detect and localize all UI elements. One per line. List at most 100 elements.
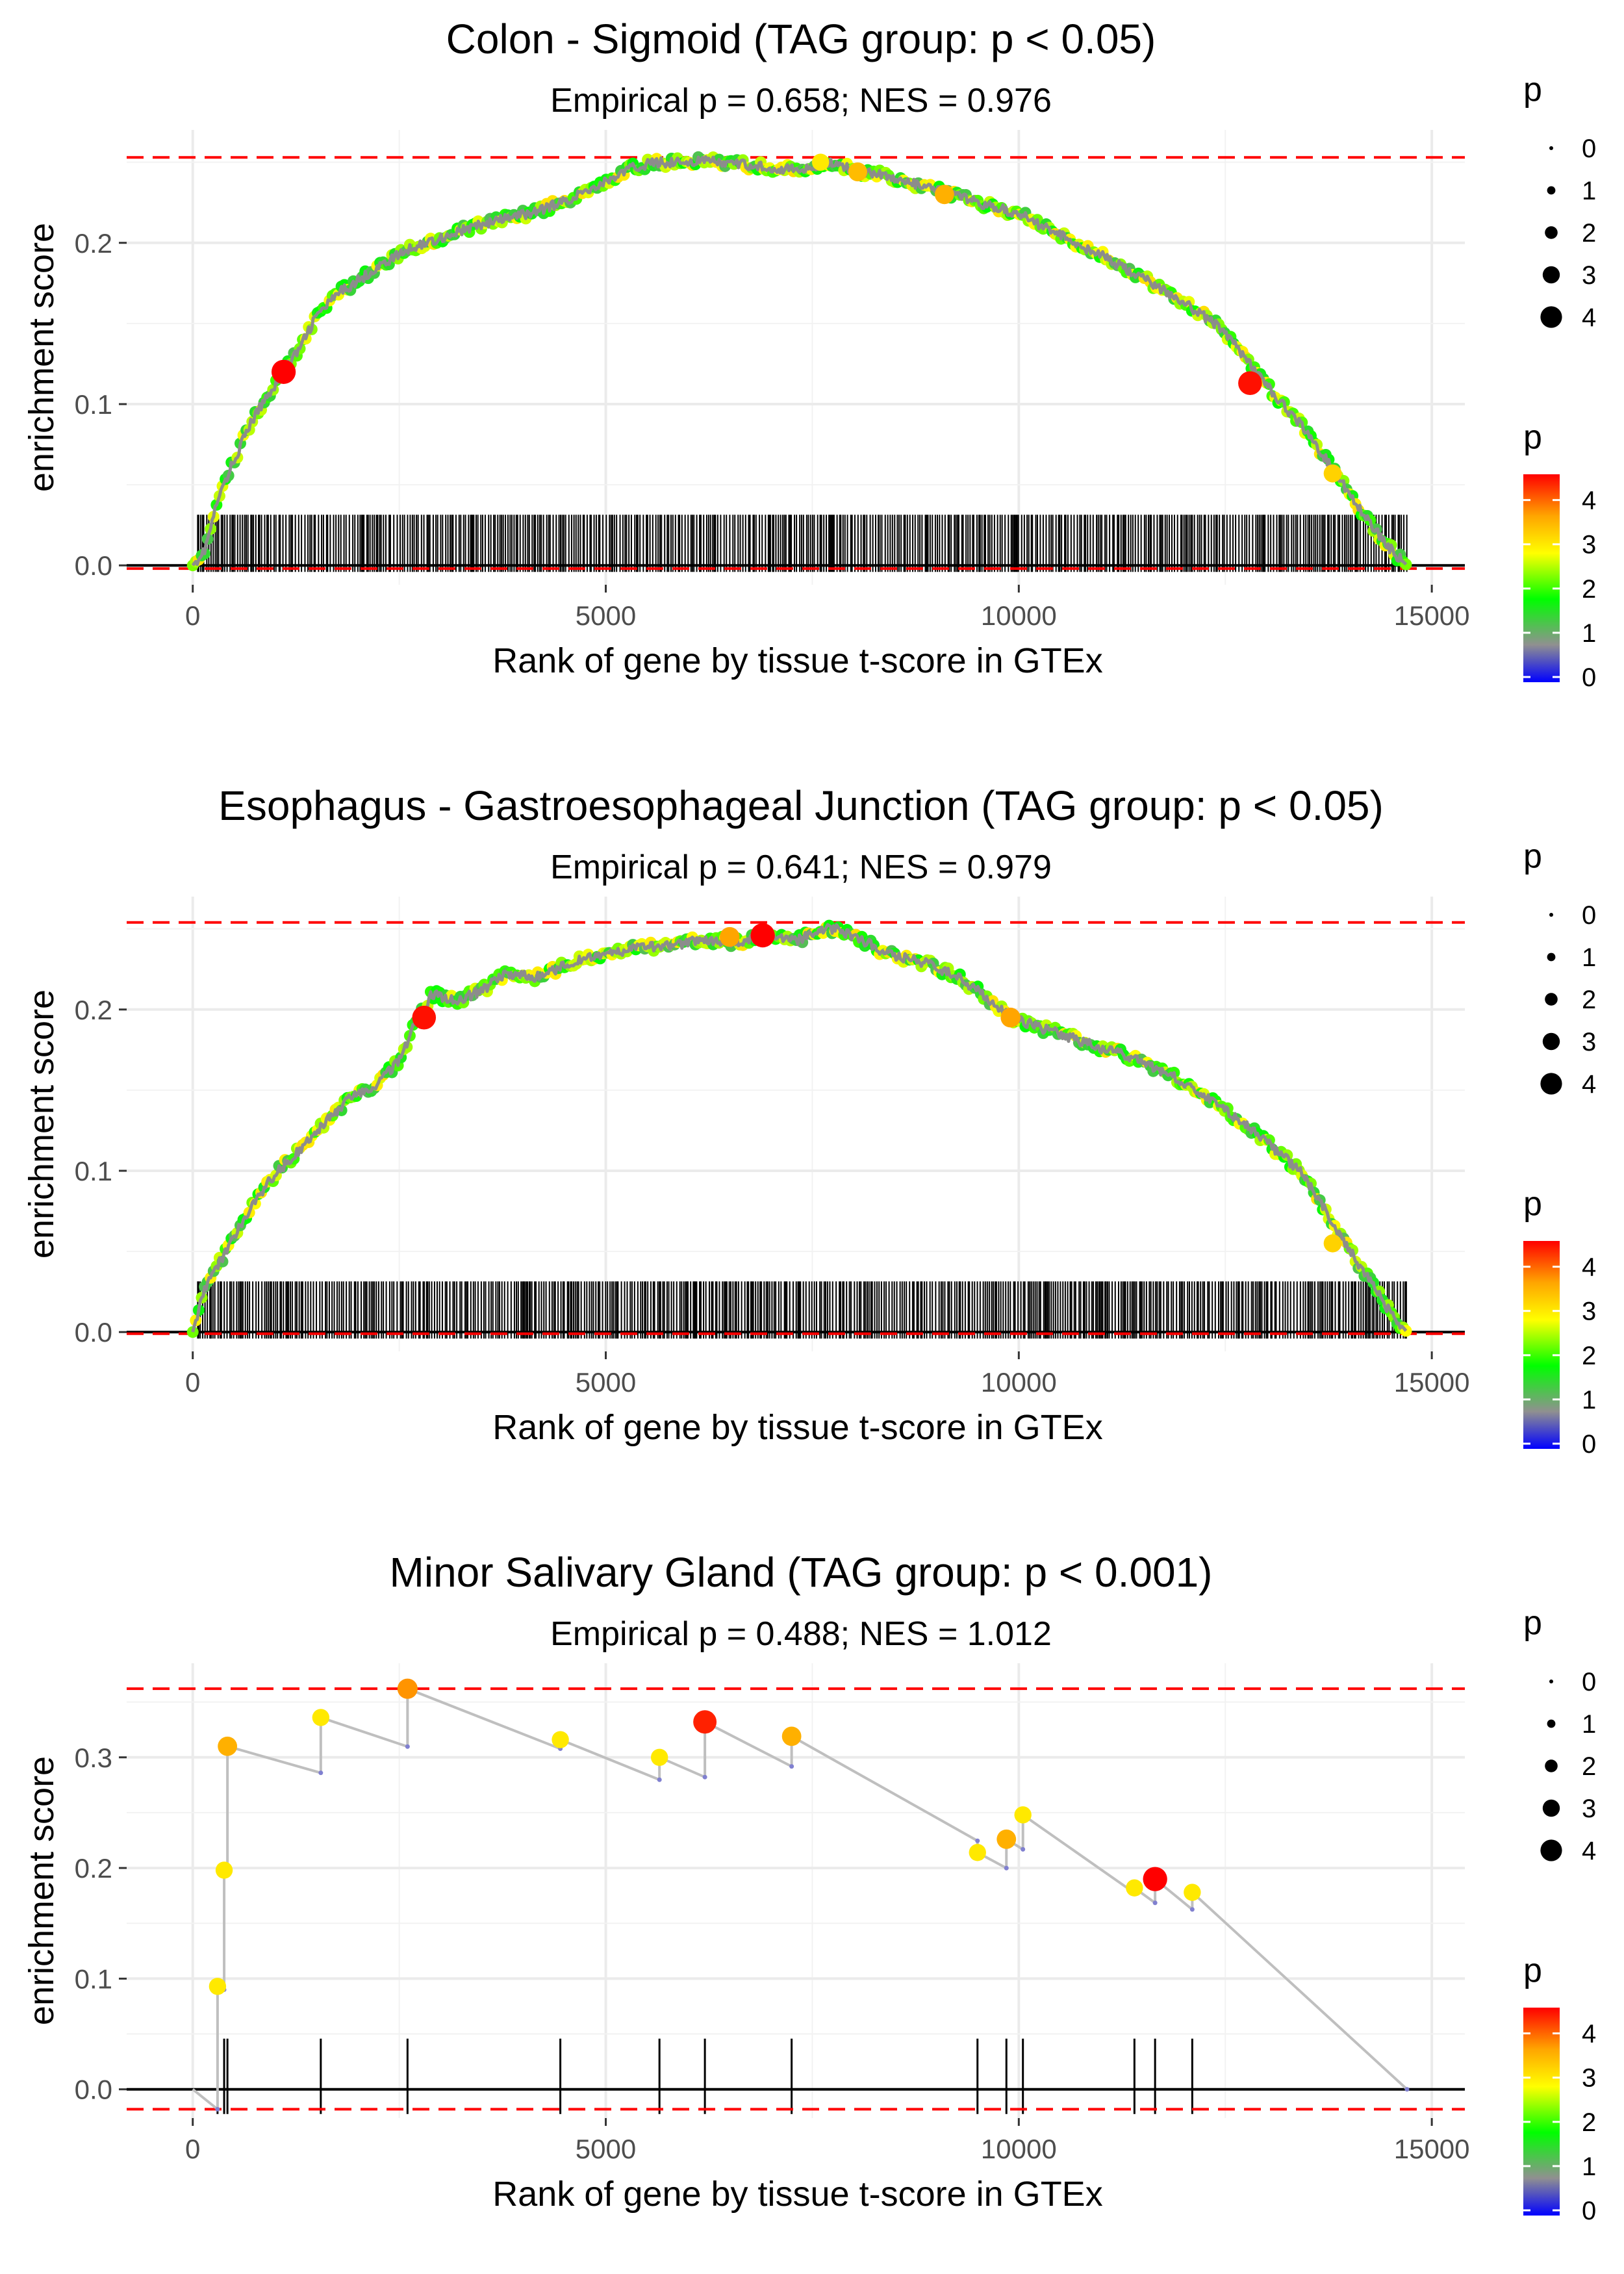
significant-point — [1000, 1007, 1021, 1028]
size-legend-dot — [1542, 1032, 1560, 1051]
color-legend-label: 0 — [1582, 1430, 1596, 1459]
significant-point — [811, 153, 830, 171]
x-tick-label: 5000 — [576, 1367, 636, 1398]
significant-point — [848, 162, 867, 182]
significant-point — [1238, 371, 1262, 396]
color-legend-title: p — [1523, 1952, 1542, 1989]
size-legend-label: 4 — [1582, 1070, 1596, 1099]
color-legend-label: 4 — [1582, 2020, 1596, 2049]
color-legend-label: 2 — [1582, 1342, 1596, 1370]
color-legend-title: p — [1523, 1185, 1542, 1223]
significant-point — [996, 1829, 1017, 1849]
hit-ticks — [216, 2038, 1193, 2114]
y-axis-title: enrichment score — [22, 223, 61, 492]
size-legend-label: 4 — [1582, 303, 1596, 332]
color-legend-bar — [1523, 474, 1560, 682]
size-legend-label: 1 — [1582, 177, 1596, 205]
size-legend-label: 1 — [1582, 943, 1596, 972]
significant-point — [209, 1978, 227, 1995]
gene-point — [1404, 2087, 1410, 2092]
x-axis: 0 5000 10000 15000 — [185, 2118, 1470, 2164]
x-tick-label: 15000 — [1394, 2134, 1470, 2164]
gene-point — [215, 2106, 220, 2112]
gene-point — [1021, 1846, 1026, 1852]
chart-panel-3: Minor Salivary Gland (TAG group: p < 0.0… — [22, 1549, 1596, 2225]
gene-point — [975, 1838, 980, 1843]
x-tick-label: 15000 — [1394, 1367, 1470, 1398]
gene-point — [318, 1770, 324, 1776]
y-tick-label: 0.0 — [75, 1317, 112, 1348]
y-tick-label: 0.1 — [75, 1963, 112, 1994]
size-legend-title: p — [1523, 71, 1542, 109]
chart-panel-1: Colon - Sigmoid (TAG group: p < 0.05) Emp… — [22, 16, 1596, 692]
gridlines — [127, 897, 1465, 1351]
color-legend-label: 0 — [1582, 2197, 1596, 2225]
gene-point — [702, 1774, 707, 1780]
y-axis: 0.0 0.1 0.2 0.3 — [75, 1743, 127, 2105]
size-legend-label: 4 — [1582, 1837, 1596, 1865]
color-legend-label: 2 — [1582, 2108, 1596, 2137]
significant-point — [412, 1005, 437, 1030]
significant-point — [1184, 1884, 1201, 1901]
size-legend-title: p — [1523, 837, 1542, 875]
x-tick-label: 5000 — [576, 2134, 636, 2164]
gene-point — [1152, 1900, 1158, 1906]
significant-point — [750, 923, 775, 948]
y-axis-title: enrichment score — [22, 990, 61, 1258]
color-legend-label: 1 — [1582, 1386, 1596, 1414]
x-axis-title: Rank of gene by tissue t-score in GTEx — [492, 1408, 1102, 1447]
color-legend-bar — [1523, 2008, 1560, 2216]
color-legend: p 0 1 2 3 4 — [1523, 418, 1596, 692]
color-legend-label: 4 — [1582, 1253, 1596, 1282]
gene-point — [657, 1777, 662, 1782]
y-axis-title: enrichment score — [22, 1756, 61, 2025]
x-axis-title: Rank of gene by tissue t-score in GTEx — [492, 2175, 1102, 2214]
chart-subtitle: Empirical p = 0.641; NES = 0.979 — [550, 849, 1052, 886]
significant-point — [215, 1861, 233, 1879]
es-curve — [192, 1678, 1410, 2112]
size-legend-label: 1 — [1582, 1710, 1596, 1739]
size-legend: p 0 1 2 3 4 — [1523, 837, 1596, 1099]
y-tick-label: 0.0 — [75, 550, 112, 581]
x-tick-label: 0 — [185, 2134, 200, 2164]
color-legend-label: 1 — [1582, 2153, 1596, 2181]
y-tick-label: 0.1 — [75, 389, 112, 420]
significant-point — [650, 1748, 668, 1766]
size-legend-label: 3 — [1582, 261, 1596, 290]
size-legend-label: 0 — [1582, 134, 1596, 163]
chart-title: Esophagus - Gastroesophageal Junction (T… — [218, 782, 1384, 829]
gene-point — [405, 1744, 410, 1749]
gridlines — [127, 1663, 1465, 2118]
x-axis: 0 5000 10000 15000 — [185, 1351, 1470, 1398]
size-legend-dot — [1549, 1680, 1553, 1683]
size-legend-label: 2 — [1582, 219, 1596, 248]
size-legend-dot — [1547, 952, 1556, 962]
y-tick-label: 0.2 — [75, 228, 112, 259]
significant-point — [1323, 464, 1342, 483]
color-legend-label: 3 — [1582, 531, 1596, 559]
size-legend-dot — [1547, 1719, 1556, 1728]
x-tick-label: 10000 — [981, 600, 1057, 631]
x-tick-label: 10000 — [981, 2134, 1057, 2164]
y-tick-label: 0.0 — [75, 2075, 112, 2105]
es-curve — [186, 919, 1412, 1338]
size-legend-label: 2 — [1582, 986, 1596, 1014]
size-legend-dot — [1540, 1073, 1562, 1095]
significant-point — [720, 926, 740, 947]
size-legend-label: 3 — [1582, 1795, 1596, 1823]
significant-point — [1126, 1879, 1143, 1897]
panels-group: Colon - Sigmoid (TAG group: p < 0.05) Emp… — [22, 16, 1596, 2225]
size-legend: p 0 1 2 3 4 — [1523, 71, 1596, 332]
color-legend: p 0 1 2 3 4 — [1523, 1952, 1596, 2225]
size-legend-dot — [1540, 1839, 1562, 1861]
chart-title: Colon - Sigmoid (TAG group: p < 0.05) — [446, 16, 1156, 62]
color-legend-label: 4 — [1582, 487, 1596, 515]
gene-point — [1189, 1907, 1195, 1912]
size-legend-label: 0 — [1582, 1668, 1596, 1696]
size-legend: p 0 1 2 3 4 — [1523, 1604, 1596, 1865]
significant-point — [1323, 1234, 1342, 1253]
x-tick-label: 0 — [185, 1367, 200, 1398]
size-legend-dot — [1540, 306, 1562, 328]
size-legend-dot — [1549, 146, 1553, 150]
significant-point — [781, 1726, 802, 1746]
